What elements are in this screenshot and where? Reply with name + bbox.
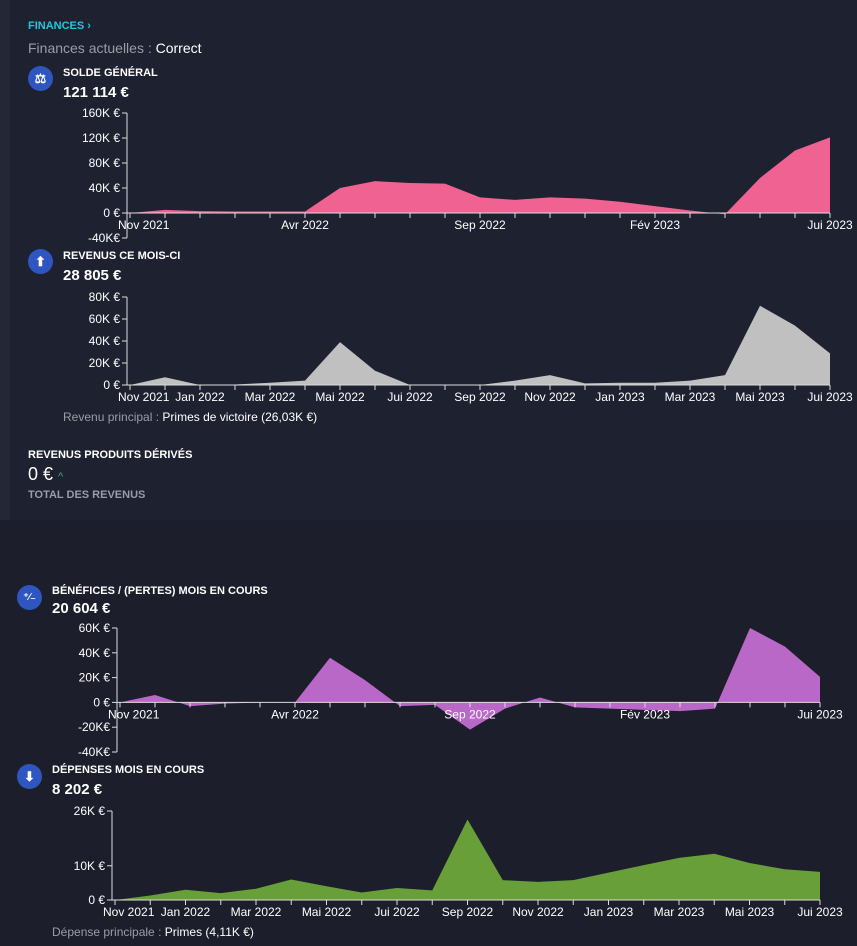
- profit-title: BÉNÉFICES / (PERTES) MOIS EN COURS: [52, 585, 268, 597]
- expense-x-tick-label: Mar 2023: [654, 905, 705, 919]
- profit-y-tick-label: 60K €: [79, 621, 111, 635]
- status-value: Correct: [155, 40, 202, 56]
- income-x-tick-label: Nov 2022: [524, 390, 576, 404]
- income-y-tick-label: 80K €: [89, 290, 121, 304]
- arrow-up-icon: ⬆: [28, 249, 53, 274]
- trend-up-icon: ^: [58, 471, 64, 483]
- finance-status: Finances actuelles : Correct: [28, 40, 202, 56]
- profit-y-tick-label: 0 €: [93, 695, 110, 709]
- profit-x-tick-label: Jui 2023: [797, 707, 843, 721]
- income-y-tick-label: 60K €: [89, 312, 121, 326]
- main-income-value: Primes de victoire (26,03K €): [162, 410, 318, 424]
- profit-y-tick-label: -20K€: [78, 720, 110, 734]
- profit-x-tick-label: Nov 2021: [108, 707, 160, 721]
- income-title: REVENUS CE MOIS-CI: [63, 250, 181, 262]
- balance-x-tick-label: Fév 2023: [630, 218, 680, 232]
- income-x-tick-label: Mai 2022: [315, 390, 365, 404]
- arrow-down-icon: ⬇: [17, 764, 42, 789]
- income-x-tick-label: Jui 2022: [387, 390, 433, 404]
- balance-value: 121 114 €: [63, 84, 129, 101]
- balance-x-tick-label: Avr 2022: [281, 218, 329, 232]
- balance-y-tick-label: 120K €: [82, 131, 120, 145]
- income-y-tick-label: 40K €: [89, 334, 121, 348]
- status-label: Finances actuelles :: [28, 40, 152, 56]
- expense-area: [115, 819, 820, 900]
- expense-y-tick-label: 26K €: [74, 804, 106, 818]
- expense-x-tick-label: Jui 2023: [797, 905, 843, 919]
- income-x-tick-label: Mar 2022: [245, 390, 296, 404]
- merch-value: 0 € ^: [28, 464, 64, 484]
- expense-x-tick-label: Jan 2022: [161, 905, 211, 919]
- income-x-tick-label: Mar 2023: [665, 390, 716, 404]
- income-x-tick-label: Mai 2023: [735, 390, 785, 404]
- income-y-tick-label: 20K €: [89, 356, 121, 370]
- expense-x-tick-label: Nov 2021: [103, 905, 155, 919]
- plus-minus-icon: ⁺∕₋: [17, 585, 42, 610]
- profit-y-tick-label: 20K €: [79, 671, 111, 685]
- income-y-tick-label: 0 €: [103, 378, 120, 392]
- balance-y-tick-label: 0 €: [103, 206, 120, 220]
- income-x-tick-label: Sep 2022: [454, 390, 506, 404]
- income-x-tick-label: Jui 2023: [807, 390, 853, 404]
- main-expense-value: Primes (4,11K €): [164, 925, 254, 939]
- expense-y-tick-label: 0 €: [88, 893, 105, 907]
- balance-x-tick-label: Jui 2023: [807, 218, 853, 232]
- balance-x-tick-label: Nov 2021: [118, 218, 170, 232]
- expense-x-tick-label: Jui 2022: [374, 905, 420, 919]
- profit-value: 20 604 €: [52, 600, 111, 617]
- balance-y-tick-label: 160K €: [82, 106, 120, 120]
- profit-x-tick-label: Fév 2023: [620, 707, 670, 721]
- profit-y-tick-label: -40K€: [78, 745, 110, 759]
- balance-title: SOLDE GÉNÉRAL: [63, 67, 158, 79]
- merch-title: REVENUS PRODUITS DÉRIVÉS: [28, 449, 193, 461]
- finances-panel: [10, 0, 857, 520]
- balance-y-tick-label: -40K€: [88, 231, 120, 245]
- expense-x-tick-label: Mai 2022: [302, 905, 352, 919]
- balance-y-tick-label: 80K €: [89, 156, 121, 170]
- expense-x-tick-label: Jan 2023: [584, 905, 634, 919]
- main-expense-note: Dépense principale : Primes (4,11K €): [52, 925, 254, 939]
- income-x-tick-label: Jan 2022: [175, 390, 225, 404]
- balance-y-tick-label: 40K €: [89, 181, 121, 195]
- merch-subtitle: TOTAL DES REVENUS: [28, 489, 146, 501]
- income-x-tick-label: Nov 2021: [118, 390, 170, 404]
- income-area: [130, 305, 830, 385]
- expense-x-tick-label: Mai 2023: [725, 905, 775, 919]
- finances-breadcrumb-link[interactable]: FINANCES ›: [28, 20, 91, 32]
- expense-value: 8 202 €: [52, 781, 103, 798]
- main-income-note: Revenu principal : Primes de victoire (2…: [63, 410, 318, 424]
- income-x-tick-label: Jan 2023: [595, 390, 645, 404]
- balance-area: [130, 137, 830, 215]
- expense-title: DÉPENSES MOIS EN COURS: [52, 764, 205, 776]
- balance-scale-icon: ⚖: [28, 66, 53, 91]
- expense-x-tick-label: Sep 2022: [442, 905, 494, 919]
- balance-x-tick-label: Sep 2022: [454, 218, 506, 232]
- expense-y-tick-label: 10K €: [74, 859, 106, 873]
- income-value: 28 805 €: [63, 267, 122, 284]
- profit-x-tick-label: Sep 2022: [444, 707, 496, 721]
- profit-y-tick-label: 40K €: [79, 646, 111, 660]
- side-strip: [0, 0, 10, 520]
- expense-x-tick-label: Mar 2022: [231, 905, 282, 919]
- expense-x-tick-label: Nov 2022: [512, 905, 564, 919]
- profit-x-tick-label: Avr 2022: [271, 707, 319, 721]
